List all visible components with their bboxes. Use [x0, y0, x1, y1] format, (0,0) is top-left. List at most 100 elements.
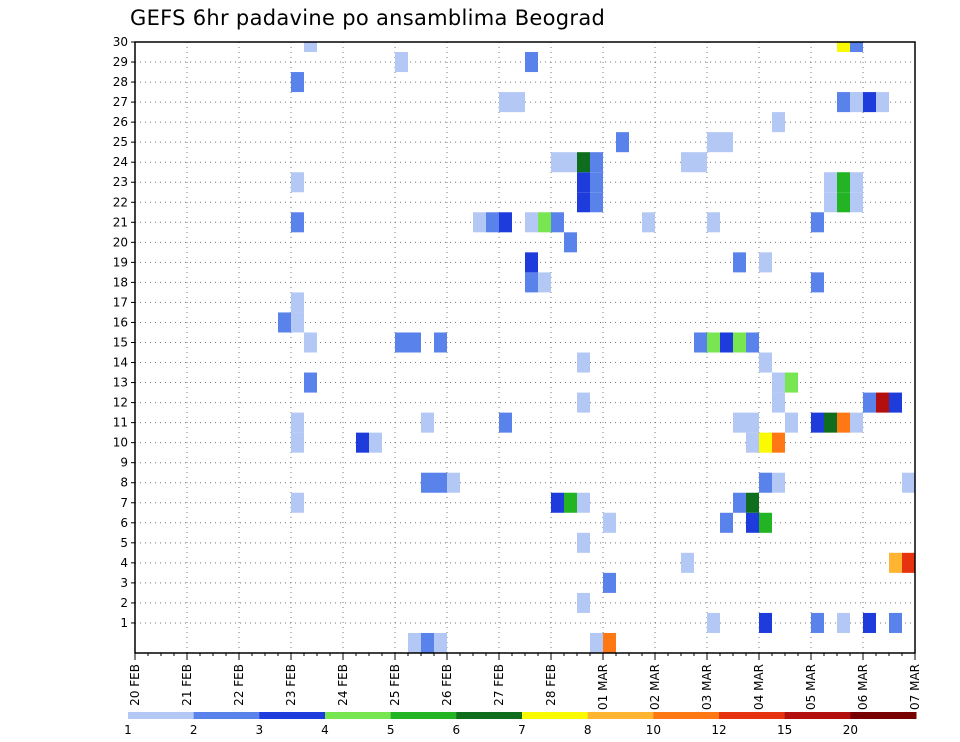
heatmap-cell	[707, 612, 720, 633]
heatmap-cell	[759, 432, 772, 453]
x-tick-label: 07 MAR	[908, 664, 922, 710]
heatmap-cell	[746, 432, 759, 453]
heatmap-cell	[824, 172, 837, 193]
heatmap-cell	[824, 412, 837, 433]
y-tick-label: 19	[113, 255, 128, 269]
y-tick-label: 11	[113, 416, 128, 430]
heatmap-cell	[525, 52, 538, 73]
heatmap-cell	[577, 492, 590, 513]
x-tick-label: 27 FEB	[492, 664, 506, 706]
y-tick-label: 21	[113, 215, 128, 229]
heatmap-cell	[577, 532, 590, 553]
heatmap-cell	[850, 92, 863, 113]
heatmap-cell	[733, 492, 746, 513]
heatmap-cell	[863, 612, 876, 633]
heatmap-cell	[421, 412, 434, 433]
heatmap-cell	[408, 332, 421, 353]
y-tick-label: 25	[113, 135, 128, 149]
heatmap-cell	[889, 552, 902, 573]
heatmap-cell	[590, 152, 603, 173]
x-tick-label: 04 MAR	[752, 664, 766, 710]
heatmap-cell	[863, 392, 876, 413]
x-tick-label: 05 MAR	[804, 664, 818, 710]
heatmap-cell	[681, 152, 694, 173]
heatmap-cell	[772, 392, 785, 413]
y-tick-label: 3	[120, 576, 128, 590]
y-tick-label: 2	[120, 596, 128, 610]
heatmap-cell	[720, 512, 733, 533]
heatmap-cell	[590, 192, 603, 213]
heatmap-cell	[772, 112, 785, 133]
heatmap-cell	[291, 492, 304, 513]
heatmap-cell	[616, 132, 629, 153]
x-tick-label: 02 MAR	[648, 664, 662, 710]
legend-swatch	[850, 712, 917, 719]
heatmap-cell	[850, 42, 863, 53]
heatmap-cell	[525, 252, 538, 273]
heatmap-cell	[499, 412, 512, 433]
heatmap-cell	[811, 612, 824, 633]
heatmap-cell	[590, 632, 603, 653]
heatmap-cell	[746, 332, 759, 353]
heatmap-cell	[356, 432, 369, 453]
x-tick-label: 22 FEB	[232, 664, 246, 706]
heatmap-cell	[837, 612, 850, 633]
heatmap-cell	[603, 632, 616, 653]
heatmap-cell	[720, 132, 733, 153]
heatmap-cell	[694, 332, 707, 353]
legend-label: 8	[584, 723, 592, 737]
heatmap-cell	[590, 172, 603, 193]
heatmap-cell	[720, 332, 733, 353]
heatmap-cell	[707, 332, 720, 353]
x-axis: 20 FEB 21 FEB 22 FEB 23 FEB 24 FEB 25 FEB 26 F…	[128, 653, 922, 710]
heatmap-cell	[525, 272, 538, 293]
y-tick-label: 24	[113, 155, 128, 169]
heatmap-cell	[785, 412, 798, 433]
heatmap-cell	[759, 352, 772, 373]
y-tick-label: 4	[120, 556, 128, 570]
heatmap-cell	[759, 512, 772, 533]
y-axis: 1234567891011121314151617181920212223242…	[113, 35, 135, 630]
x-tick-label: 21 FEB	[180, 664, 194, 706]
y-tick-label: 1	[120, 616, 128, 630]
heatmap-cell	[577, 592, 590, 613]
y-tick-label: 30	[113, 35, 128, 49]
y-tick-label: 12	[113, 396, 128, 410]
heatmap-cell	[707, 212, 720, 233]
heatmap-cell	[876, 392, 889, 413]
x-tick-label: 28 FEB	[544, 664, 558, 706]
heatmap-cell	[278, 312, 291, 333]
x-tick-label: 23 FEB	[284, 664, 298, 706]
legend-label: 3	[256, 723, 264, 737]
legend-swatch	[456, 712, 523, 719]
heatmap-cell	[759, 252, 772, 273]
heatmap-cell	[733, 252, 746, 273]
heatmap-cell	[772, 472, 785, 493]
heatmap-cell	[291, 212, 304, 233]
y-tick-label: 18	[113, 275, 128, 289]
heatmap-cell	[837, 42, 850, 53]
heatmap-cell	[564, 232, 577, 253]
heatmap-cell	[421, 632, 434, 653]
heatmap-cell	[291, 412, 304, 433]
x-tick-label: 01 MAR	[596, 664, 610, 710]
heatmap-cell	[863, 92, 876, 113]
y-tick-label: 17	[113, 295, 128, 309]
heatmap-cell	[564, 152, 577, 173]
y-tick-label: 22	[113, 195, 128, 209]
heatmap-cell	[837, 192, 850, 213]
heatmap-cell	[811, 212, 824, 233]
legend-swatch	[128, 712, 195, 719]
x-tick-label: 26 FEB	[440, 664, 454, 706]
color-legend: 1 2 3 4 5 6 7 8 10 12 15 20	[124, 712, 917, 737]
legend-label: 7	[518, 723, 526, 737]
heatmap-cell	[434, 332, 447, 353]
legend-label: 15	[777, 723, 792, 737]
heatmap-cell	[733, 332, 746, 353]
heatmap-cell	[499, 92, 512, 113]
legend-swatch	[587, 712, 654, 719]
y-tick-label: 28	[113, 75, 128, 89]
heatmap-cell	[577, 392, 590, 413]
y-tick-label: 14	[113, 356, 128, 370]
heatmap-cell	[746, 412, 759, 433]
